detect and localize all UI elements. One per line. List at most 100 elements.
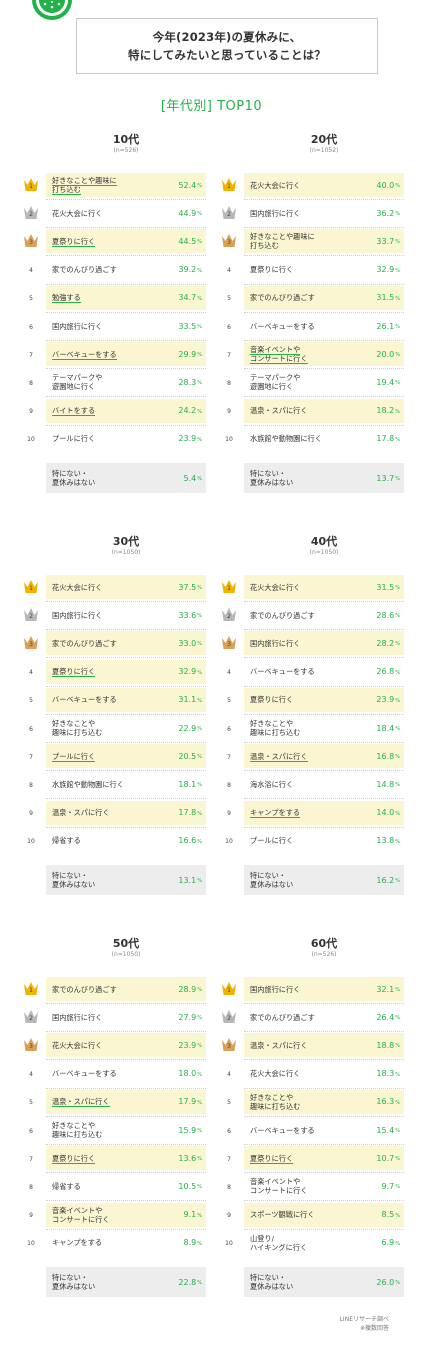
row-divider xyxy=(244,798,404,800)
answer-label: 温泉・スパに行く xyxy=(250,1033,360,1057)
percent-sign: % xyxy=(197,408,202,415)
ranking-cell: バーベキューをする 18.0% xyxy=(46,1062,206,1086)
answer-label-line: 国内旅行に行く xyxy=(250,638,301,648)
percent-sign: % xyxy=(197,324,202,330)
percent-sign: % xyxy=(197,641,202,648)
ranking-row: 7 バーベキューをする 29.9% xyxy=(20,342,206,367)
bronze-crown-icon xyxy=(222,1038,236,1052)
ranking-row: 6 バーベキューをする 15.4% xyxy=(218,1118,404,1142)
answer-label-lines: 好きなことや趣味に打ち込む xyxy=(250,719,300,737)
answer-label: 花火大会に行く xyxy=(52,201,162,225)
rank-number: 8 xyxy=(29,1183,33,1191)
ranking-row: 7 プールに行く 20.5% xyxy=(20,744,206,769)
answer-label-line: 音楽イベントや xyxy=(250,1177,301,1187)
ranking-cell: 水族館や動物園に行く 17.8% xyxy=(244,427,404,451)
rank-indicator: 6 xyxy=(218,1118,240,1142)
panel-sample-size: (n=1050) xyxy=(111,549,141,556)
ranking-row: 3 家でのんびり過ごす 33.0% xyxy=(20,631,206,656)
answer-percentage: 28.2% xyxy=(376,631,400,655)
ranking-row: 8 音楽イベントや コンサートに行く 9.7% xyxy=(218,1174,404,1198)
percentage-value: 33.5 xyxy=(178,321,197,331)
answer-label-line: コンサートに行く xyxy=(52,1214,110,1224)
row-divider xyxy=(244,1172,404,1174)
ranking-row: 7 夏祭りに行く 10.7% xyxy=(218,1146,404,1171)
answer-label: 勉強する xyxy=(52,286,162,310)
row-divider xyxy=(46,1087,206,1089)
answer-label-lines: 国内旅行に行く xyxy=(250,209,300,218)
answer-percentage: 31.1% xyxy=(178,688,202,712)
answer-label-line: 遊園地に行く xyxy=(250,382,294,392)
panel-title: 10代 xyxy=(112,133,140,146)
rank-indicator: 1 xyxy=(20,173,42,197)
answer-percentage: 39.2% xyxy=(178,258,202,282)
answer-label-lines: バーベキューをする xyxy=(52,1069,117,1078)
percent-sign: % xyxy=(395,697,400,704)
answer-label-line: 家でのんびり過ごす xyxy=(52,984,117,994)
answer-percentage: 8.5% xyxy=(382,1203,401,1227)
row-divider xyxy=(244,1059,404,1061)
panel-sample-size: (n=1050) xyxy=(309,549,339,556)
answer-label-line: 国内旅行に行く xyxy=(250,984,301,994)
rank-indicator: 6 xyxy=(218,314,240,338)
percent-sign: % xyxy=(197,782,202,789)
gold-crown-icon xyxy=(222,580,236,593)
rank-number: 8 xyxy=(227,1183,231,1191)
percentage-value: 44.5 xyxy=(178,236,197,246)
percentage-value: 16.2 xyxy=(376,875,395,885)
answer-label: バイトをする xyxy=(52,399,162,423)
panel-title: 50代 xyxy=(112,937,140,950)
answer-label-line: 家でのんびり過ごす xyxy=(250,1012,315,1022)
answer-percentage: 10.5% xyxy=(178,1174,202,1198)
answer-percentage: 29.9% xyxy=(178,342,202,366)
rank-number: 7 xyxy=(29,351,33,359)
answer-label-line: バーベキューをする xyxy=(52,1069,117,1079)
ranking-cell: 特にない・ 夏休みはない 26.0% xyxy=(244,1267,404,1297)
answer-label: 山登り/ハイキングに行く xyxy=(250,1231,360,1255)
ranking-cell: バイトをする 24.2% xyxy=(46,398,206,423)
ranking-row: 4 バーベキューをする 26.8% xyxy=(218,660,404,684)
answer-label-lines: テーマパークや 遊園地に行く xyxy=(52,373,102,391)
answer-label: バーベキューをする xyxy=(52,688,162,712)
ranking-row: 6 国内旅行に行く 33.5% xyxy=(20,314,206,338)
answer-label-lines: 音楽イベントや コンサートに行く xyxy=(250,1177,308,1195)
ranking-row: 8 テーマパークや 遊園地に行く 19.4% xyxy=(218,370,404,394)
answer-percentage: 18.0% xyxy=(178,1062,202,1086)
question-line-2: 特にしてみたいと思っていることは？ xyxy=(128,48,326,62)
answer-label-line: 夏休みはない xyxy=(250,880,294,889)
percentage-value: 26.4 xyxy=(376,1012,395,1022)
answer-percentage: 14.0% xyxy=(376,801,400,825)
rank-indicator: 1 xyxy=(218,173,240,197)
percent-sign: % xyxy=(197,436,202,443)
answer-label-line: 特にない・ xyxy=(52,469,88,478)
answer-label-lines: 国内旅行に行く xyxy=(250,639,300,648)
percent-sign: % xyxy=(395,380,400,387)
answer-percentage: 34.7% xyxy=(178,286,202,310)
ranking-cell: 帰省する 16.6% xyxy=(46,829,206,853)
percentage-value: 24.2 xyxy=(178,406,197,416)
ranking-row: 6 好きなことや 趣味に打ち込む 22.9% xyxy=(20,716,206,740)
rank-number: 5 xyxy=(227,697,231,705)
answer-label-lines: 温泉・スパに行く xyxy=(250,1041,308,1050)
answer-label: 特にない・ 夏休みはない xyxy=(52,865,162,895)
ranking-cell: バーベキューをする 31.1% xyxy=(46,687,206,712)
rank-indicator: 3 xyxy=(20,229,42,253)
answer-label-line: バーベキューをする xyxy=(52,349,117,360)
percent-sign: % xyxy=(395,585,400,591)
rank-indicator: 8 xyxy=(218,772,240,796)
percentage-value: 17.9 xyxy=(178,1097,197,1107)
rank-number: 6 xyxy=(227,323,231,331)
row-divider xyxy=(244,742,404,743)
answer-label-lines: 帰省する xyxy=(52,836,81,845)
answer-label: キャンプをする xyxy=(52,1231,162,1255)
rank-indicator: 7 xyxy=(20,744,42,768)
bronze-crown-icon xyxy=(24,234,38,248)
percent-sign: % xyxy=(395,1240,400,1247)
answer-label: 家でのんびり過ごす xyxy=(52,258,162,282)
percentage-value: 16.6 xyxy=(178,836,197,846)
answer-label: スポーツ観戦に行く xyxy=(250,1203,360,1227)
rank-number: 5 xyxy=(29,1099,33,1107)
answer-percentage: 36.2% xyxy=(376,201,400,225)
rank-number: 1 xyxy=(227,584,231,592)
panel-sample-size: (n=1050) xyxy=(111,951,141,958)
ranking-cell: バーベキューをする 29.9% xyxy=(46,342,206,367)
